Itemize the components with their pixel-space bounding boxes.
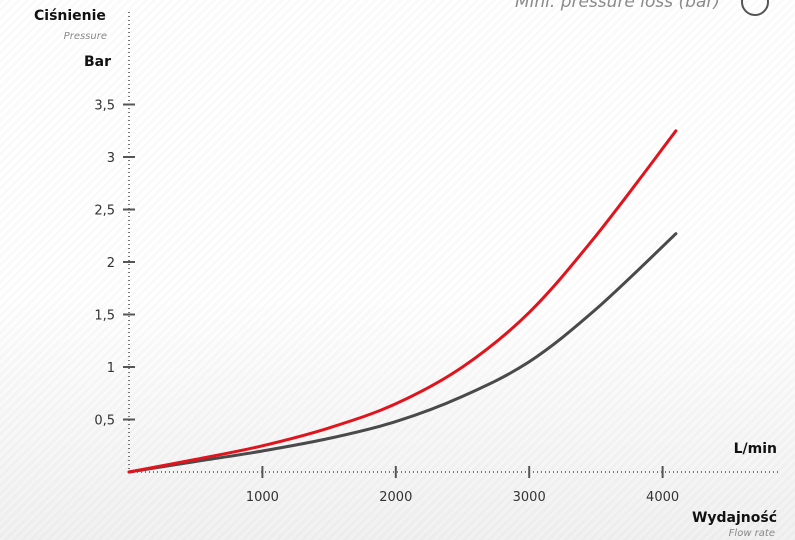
x-axis-unit: L/min: [733, 441, 777, 457]
x-tick-label: 2000: [379, 490, 412, 505]
y-tick-label: 2,5: [94, 204, 115, 219]
x-tick-label: 4000: [646, 490, 679, 505]
y-tick-label: 1: [107, 361, 115, 376]
x-axis-subtitle: Flow rate: [728, 528, 775, 539]
x-tick-label: 3000: [513, 490, 546, 505]
series-line-red: [127, 129, 678, 474]
y-tick-label: 3,5: [94, 99, 115, 114]
x-axis-title: Wydajność: [691, 510, 777, 526]
y-axis-title: Ciśnienie: [34, 8, 106, 24]
y-tick-label: 1,5: [94, 309, 115, 324]
chart-subtitle: Mini. pressure loss (bar): [515, 0, 720, 12]
y-axis-subtitle: Pressure: [63, 31, 107, 42]
y-tick-label: 2: [107, 256, 115, 271]
y-axis-unit: Bar: [84, 54, 112, 70]
y-tick-label: 3: [107, 151, 115, 166]
y-tick-label: 0,5: [94, 414, 115, 429]
series-line-grey: [127, 232, 678, 474]
x-tick-label: 1000: [246, 490, 279, 505]
